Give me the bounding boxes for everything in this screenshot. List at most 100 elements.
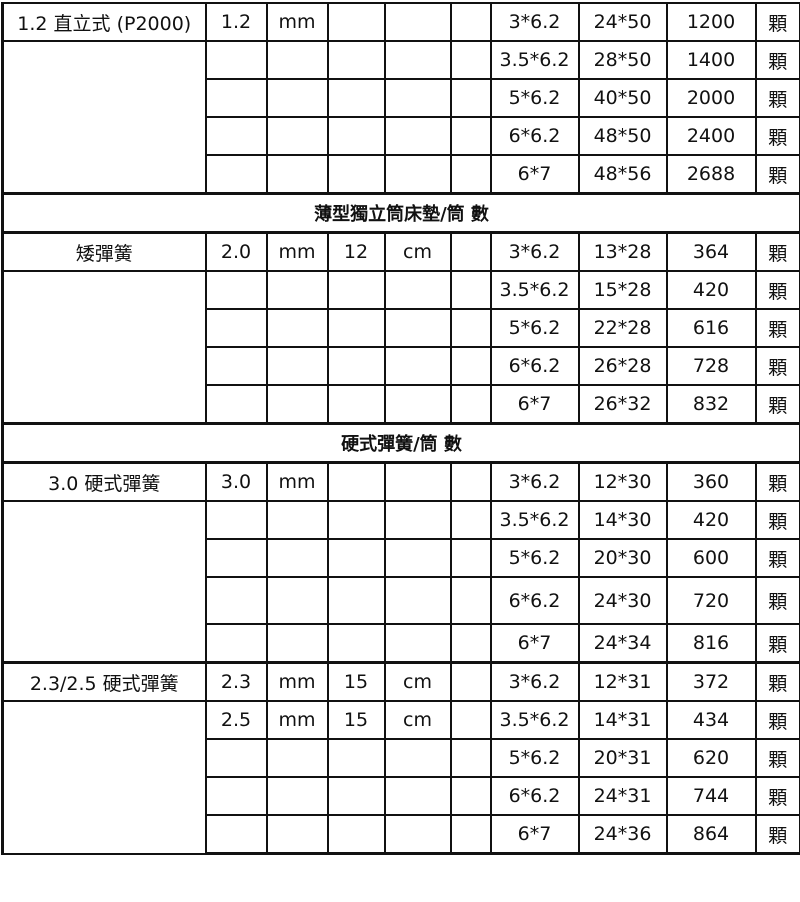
cell-height bbox=[328, 577, 385, 624]
cell-size: 3*6.2 bbox=[491, 663, 579, 702]
cell-arrangement: 24*31 bbox=[579, 777, 667, 815]
cell-count: 616 bbox=[667, 309, 756, 347]
cell-height-unit bbox=[385, 117, 451, 155]
cell-size: 3*6.2 bbox=[491, 233, 579, 272]
cell-thickness-unit bbox=[267, 155, 328, 194]
section-title-row: 硬式彈簧/筒 數 bbox=[3, 424, 800, 463]
cell-thickness-unit bbox=[267, 539, 328, 577]
cell-count-unit: 顆 bbox=[756, 309, 800, 347]
cell-thickness-unit: mm bbox=[267, 663, 328, 702]
cell-arrangement: 40*50 bbox=[579, 79, 667, 117]
cell-arrangement: 24*30 bbox=[579, 577, 667, 624]
cell-height-unit bbox=[385, 41, 451, 79]
cell-blank bbox=[451, 624, 491, 663]
cell-count: 620 bbox=[667, 739, 756, 777]
cell-arrangement: 24*36 bbox=[579, 815, 667, 854]
cell-height-unit: cm bbox=[385, 233, 451, 272]
cell-height-unit bbox=[385, 539, 451, 577]
cell-thickness: 2.0 bbox=[206, 233, 267, 272]
cell-blank bbox=[451, 539, 491, 577]
cell-height bbox=[328, 501, 385, 539]
cell-thickness-unit bbox=[267, 271, 328, 309]
cell-arrangement: 20*30 bbox=[579, 539, 667, 577]
spring-type-label: 2.3/2.5 硬式彈簧 bbox=[3, 663, 206, 702]
merged-empty-cell bbox=[3, 41, 206, 194]
cell-thickness: 1.2 bbox=[206, 3, 267, 41]
cell-size: 3.5*6.2 bbox=[491, 271, 579, 309]
cell-thickness: 2.5 bbox=[206, 701, 267, 739]
cell-count-unit: 顆 bbox=[756, 79, 800, 117]
merged-empty-cell bbox=[3, 701, 206, 854]
cell-thickness bbox=[206, 385, 267, 424]
cell-arrangement: 14*31 bbox=[579, 701, 667, 739]
cell-height: 12 bbox=[328, 233, 385, 272]
cell-thickness-unit bbox=[267, 309, 328, 347]
cell-count: 2688 bbox=[667, 155, 756, 194]
merged-empty-cell bbox=[3, 271, 206, 424]
cell-size: 5*6.2 bbox=[491, 79, 579, 117]
cell-height bbox=[328, 385, 385, 424]
cell-height-unit bbox=[385, 463, 451, 502]
section-title-row: 薄型獨立筒床墊/筒 數 bbox=[3, 194, 800, 233]
cell-size: 3*6.2 bbox=[491, 463, 579, 502]
cell-arrangement: 20*31 bbox=[579, 739, 667, 777]
cell-thickness bbox=[206, 777, 267, 815]
cell-count: 1200 bbox=[667, 3, 756, 41]
cell-thickness bbox=[206, 117, 267, 155]
cell-thickness-unit bbox=[267, 624, 328, 663]
cell-height-unit bbox=[385, 501, 451, 539]
cell-size: 6*6.2 bbox=[491, 777, 579, 815]
cell-height-unit bbox=[385, 815, 451, 854]
cell-arrangement: 24*34 bbox=[579, 624, 667, 663]
cell-size: 6*6.2 bbox=[491, 347, 579, 385]
cell-arrangement: 12*30 bbox=[579, 463, 667, 502]
cell-thickness bbox=[206, 271, 267, 309]
cell-blank bbox=[451, 3, 491, 41]
cell-count-unit: 顆 bbox=[756, 271, 800, 309]
cell-count: 816 bbox=[667, 624, 756, 663]
cell-count: 372 bbox=[667, 663, 756, 702]
cell-size: 3.5*6.2 bbox=[491, 701, 579, 739]
cell-blank bbox=[451, 79, 491, 117]
cell-count: 832 bbox=[667, 385, 756, 424]
cell-count-unit: 顆 bbox=[756, 3, 800, 41]
cell-thickness-unit bbox=[267, 79, 328, 117]
cell-count-unit: 顆 bbox=[756, 739, 800, 777]
cell-height-unit bbox=[385, 3, 451, 41]
cell-count-unit: 顆 bbox=[756, 463, 800, 502]
cell-count: 434 bbox=[667, 701, 756, 739]
cell-count-unit: 顆 bbox=[756, 233, 800, 272]
cell-thickness bbox=[206, 501, 267, 539]
merged-empty-cell bbox=[3, 501, 206, 663]
cell-size: 3.5*6.2 bbox=[491, 41, 579, 79]
cell-blank bbox=[451, 815, 491, 854]
cell-count-unit: 顆 bbox=[756, 117, 800, 155]
cell-count-unit: 顆 bbox=[756, 577, 800, 624]
cell-thickness bbox=[206, 624, 267, 663]
cell-size: 6*7 bbox=[491, 155, 579, 194]
cell-height-unit bbox=[385, 309, 451, 347]
cell-count: 864 bbox=[667, 815, 756, 854]
cell-blank bbox=[451, 385, 491, 424]
cell-thickness bbox=[206, 79, 267, 117]
cell-height bbox=[328, 463, 385, 502]
cell-blank bbox=[451, 663, 491, 702]
cell-size: 6*7 bbox=[491, 815, 579, 854]
cell-size: 6*7 bbox=[491, 385, 579, 424]
cell-size: 3*6.2 bbox=[491, 3, 579, 41]
cell-thickness-unit: mm bbox=[267, 701, 328, 739]
cell-thickness bbox=[206, 347, 267, 385]
cell-height-unit bbox=[385, 739, 451, 777]
cell-thickness-unit bbox=[267, 347, 328, 385]
cell-blank bbox=[451, 41, 491, 79]
cell-arrangement: 13*28 bbox=[579, 233, 667, 272]
cell-height-unit bbox=[385, 347, 451, 385]
cell-count: 744 bbox=[667, 777, 756, 815]
cell-thickness-unit bbox=[267, 385, 328, 424]
cell-thickness-unit: mm bbox=[267, 3, 328, 41]
cell-height: 15 bbox=[328, 701, 385, 739]
